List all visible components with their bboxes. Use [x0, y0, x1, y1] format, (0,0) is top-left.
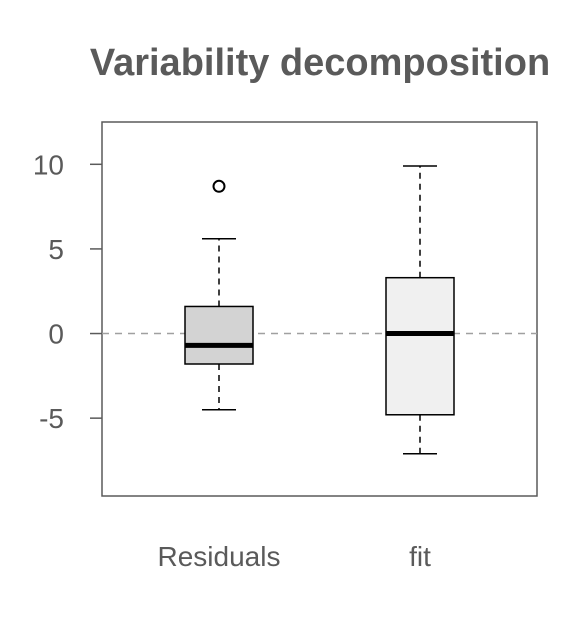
box-group: [385, 165, 455, 455]
chart-title: Variability decomposition: [90, 42, 550, 84]
boxes-layer: [184, 165, 455, 455]
y-axis: 10 5 0 -5: [33, 149, 102, 434]
iqr-box: [184, 305, 254, 365]
y-tick-label: 10: [33, 149, 64, 180]
y-tick-label: -5: [39, 403, 64, 434]
iqr-box: [385, 276, 455, 416]
x-axis: Residuals fit: [158, 541, 432, 572]
x-category-label: Residuals: [158, 541, 281, 572]
y-tick-label: 5: [48, 234, 64, 265]
box-group: [184, 179, 254, 411]
plot-frame: [101, 121, 538, 497]
outlier-point: [212, 179, 226, 193]
x-category-label: fit: [409, 541, 431, 572]
y-tick-label: 0: [48, 319, 64, 350]
